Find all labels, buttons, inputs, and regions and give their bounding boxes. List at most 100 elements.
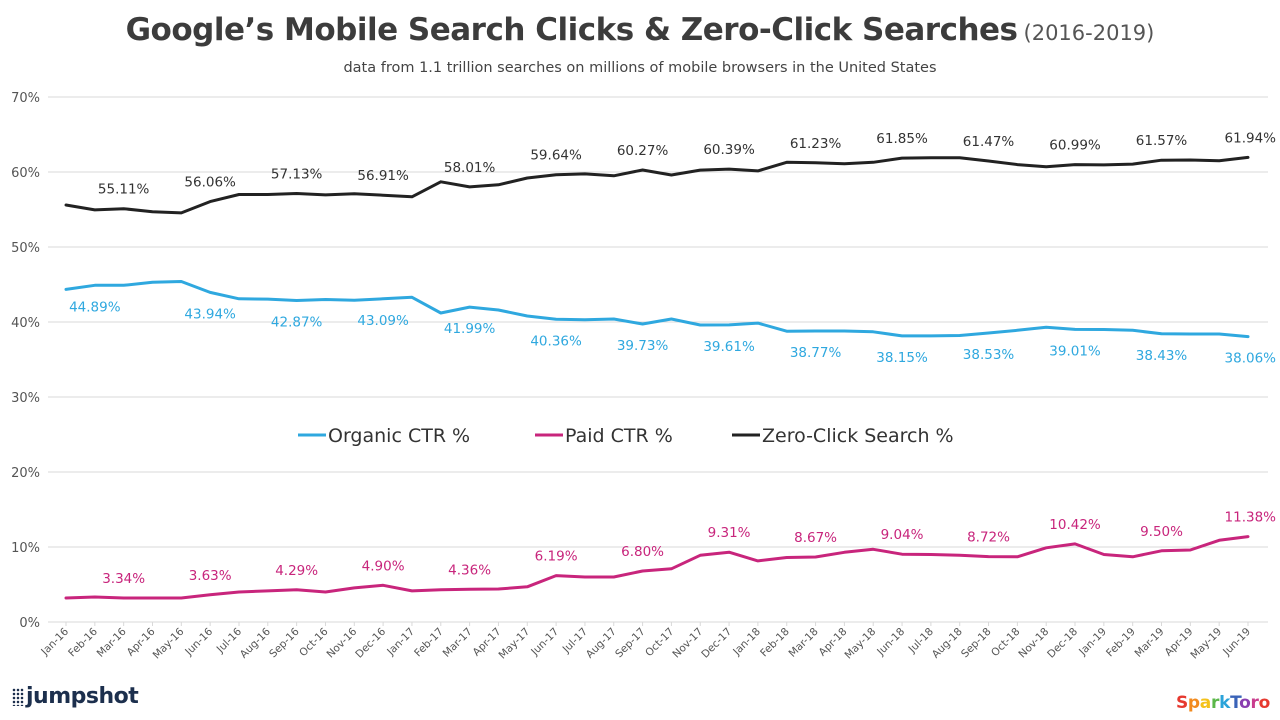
data-label: 61.23% (790, 136, 842, 152)
data-label: 4.36% (448, 562, 491, 578)
data-label: 9.04% (881, 527, 924, 543)
sparktoro-letter: k (1219, 693, 1231, 713)
data-label: 60.27% (617, 143, 669, 159)
x-tick-label: Sep-17 (613, 626, 648, 661)
data-label: 39.61% (703, 339, 755, 355)
x-tick-label: May-19 (1188, 626, 1224, 662)
data-label: 9.31% (708, 525, 751, 541)
data-label: 43.09% (357, 313, 409, 329)
data-label: 3.63% (189, 568, 232, 584)
x-tick-label: Feb-19 (1104, 626, 1138, 660)
data-label: 8.72% (967, 530, 1010, 546)
x-tick-label: May-17 (497, 626, 533, 662)
data-label: 6.80% (621, 544, 664, 560)
legend-label: Paid CTR % (565, 425, 673, 447)
data-label: 43.94% (184, 306, 236, 322)
x-tick-label: Jun-16 (182, 625, 215, 658)
data-label: 55.11% (98, 182, 150, 198)
sparktoro-letter: o (1239, 693, 1251, 713)
data-label: 38.15% (876, 350, 928, 366)
x-tick-label: Mar-17 (441, 626, 475, 660)
x-tick-label: May-18 (842, 626, 878, 662)
data-label: 61.85% (876, 131, 928, 147)
data-label: 41.99% (444, 321, 496, 337)
y-tick-label: 30% (11, 391, 40, 406)
data-label: 60.39% (703, 142, 755, 158)
data-label: 44.89% (69, 299, 121, 315)
y-tick-label: 60% (11, 166, 40, 181)
sparktoro-letter: r (1250, 693, 1259, 713)
title-years: (2016-2019) (1023, 21, 1155, 45)
x-tick-label: Jan-19 (1076, 626, 1109, 659)
data-label: 61.94% (1225, 130, 1277, 146)
data-label: 61.57% (1136, 133, 1188, 149)
x-tick-label: Dec-18 (1045, 626, 1080, 661)
x-tick-label: Feb-17 (412, 626, 446, 660)
data-label: 56.91% (357, 168, 409, 184)
x-tick-label: Dec-17 (699, 626, 734, 661)
x-tick-label: Sep-18 (959, 626, 994, 661)
sparktoro-letter: T (1230, 693, 1240, 713)
x-tick-label: Aug-18 (930, 626, 965, 661)
data-label: 39.73% (617, 338, 669, 354)
x-tick-label: Aug-17 (584, 626, 619, 661)
y-tick-label: 20% (11, 466, 40, 481)
data-label: 59.64% (530, 148, 582, 164)
y-tick-label: 0% (19, 616, 40, 631)
data-label: 56.06% (184, 175, 236, 191)
x-tick-label: Sep-16 (267, 625, 302, 660)
y-tick-label: 50% (11, 241, 40, 256)
data-label: 57.13% (271, 167, 323, 183)
chart-subtitle: data from 1.1 trillion searches on milli… (343, 60, 937, 76)
data-label: 38.77% (790, 345, 842, 361)
data-label: 11.38% (1225, 510, 1277, 526)
data-label: 38.53% (963, 347, 1015, 363)
x-tick-label: Jun-17 (528, 626, 561, 659)
sparktoro-letter: r (1210, 693, 1220, 713)
data-label: 42.87% (271, 314, 323, 330)
x-tick-label: Mar-16 (95, 625, 129, 659)
y-tick-label: 70% (11, 91, 40, 106)
x-tick-label: Mar-19 (1132, 626, 1166, 660)
x-tick-label: Nov-17 (670, 626, 705, 661)
data-label: 38.43% (1136, 348, 1188, 364)
data-label: 38.06% (1225, 351, 1277, 367)
data-label: 6.19% (535, 549, 578, 565)
series-line (64, 535, 1250, 600)
x-tick-label: Feb-16 (66, 625, 100, 659)
data-label: 39.01% (1049, 343, 1101, 359)
data-label: 4.90% (362, 558, 405, 574)
jumpshot-wordmark: jumpshot (26, 684, 139, 709)
x-tick-label: Mar-18 (787, 626, 821, 660)
data-label: 40.36% (530, 333, 582, 349)
jumpshot-logo: jumpshot (12, 684, 139, 709)
x-tick-label: Jan-17 (384, 626, 417, 659)
sparktoro-letter: o (1258, 693, 1271, 713)
data-label: 60.99% (1049, 138, 1101, 154)
y-tick-label: 10% (11, 541, 40, 556)
jumpshot-dots-icon (12, 687, 24, 706)
x-tick-label: Jan-16 (38, 625, 71, 658)
series-line (64, 280, 1250, 339)
legend-label: Organic CTR % (328, 425, 470, 447)
data-label: 10.42% (1049, 517, 1101, 533)
data-label: 9.50% (1140, 524, 1183, 540)
x-tick-label: Jun-19 (1220, 626, 1253, 659)
x-tick-label: Dec-16 (353, 625, 388, 660)
data-label: 3.34% (102, 571, 145, 587)
data-label: 61.47% (963, 134, 1015, 150)
title-main: Google’s Mobile Search Clicks & Zero-Cli… (125, 12, 1018, 48)
sparktoro-letter: a (1199, 693, 1211, 713)
series-line (64, 155, 1250, 215)
data-label: 58.01% (444, 160, 496, 176)
data-label: 8.67% (794, 530, 837, 546)
y-tick-label: 40% (11, 316, 40, 331)
x-tick-label: Feb-18 (758, 626, 792, 660)
sparktoro-letter: p (1187, 693, 1200, 713)
x-tick-label: May-16 (151, 625, 187, 661)
sparktoro-letter: S (1175, 693, 1188, 713)
sparktoro-logo: SparkToro (1176, 693, 1270, 713)
x-tick-label: Jan-18 (730, 626, 763, 659)
data-label: 4.29% (275, 563, 318, 579)
x-tick-label: Nov-16 (325, 625, 360, 660)
